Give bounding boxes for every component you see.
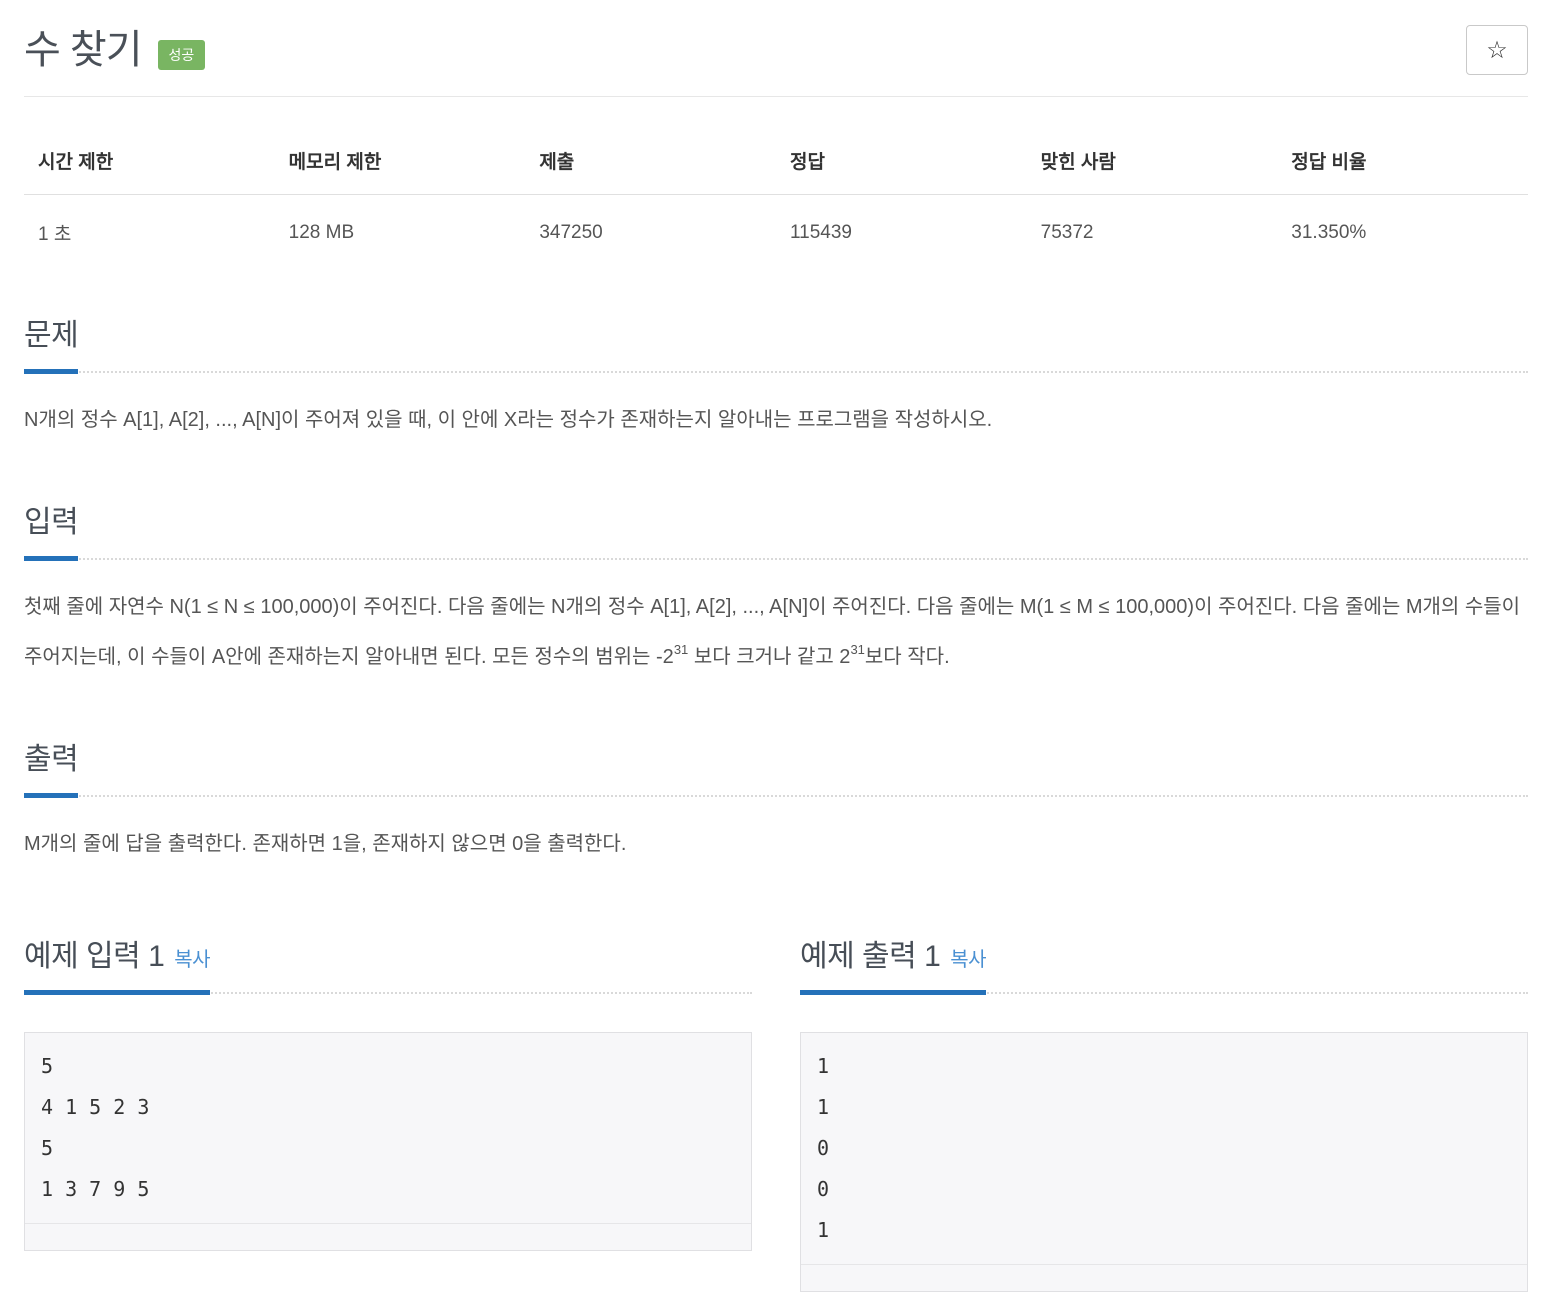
sample-input-footer (25, 1224, 751, 1250)
sample-input-heading: 예제 입력 1 복사 (24, 931, 211, 995)
section-problem-head: 문제 (24, 310, 1528, 374)
sample-input-head: 예제 입력 1 복사 (24, 931, 752, 995)
sample-output-head: 예제 출력 1 복사 (800, 931, 1528, 995)
stats-table: 시간 제한 메모리 제한 제출 정답 맞힌 사람 정답 비율 1 초 128 M… (24, 137, 1528, 258)
bookmark-button[interactable]: ☆ (1466, 25, 1528, 75)
sample-output-copy-link[interactable]: 복사 (950, 949, 987, 971)
input-superscript-2: 31 (850, 642, 865, 658)
input-description-text: 첫째 줄에 자연수 N(1 ≤ N ≤ 100,000)이 주어진다. 다음 줄… (24, 582, 1528, 682)
sample-output-title: 예제 출력 1 (800, 940, 941, 973)
output-description-text: M개의 줄에 답을 출력한다. 존재하면 1을, 존재하지 않으면 0을 출력한… (24, 833, 627, 855)
sample-output-footer (801, 1265, 1527, 1291)
page-title: 수 찾기 (24, 28, 143, 72)
sample-input-copy-link[interactable]: 복사 (174, 949, 211, 971)
stats-value-submissions: 347250 (539, 221, 603, 243)
input-text-part3: 보다 작다. (864, 646, 950, 668)
stats-value-memory-limit: 128 MB (288, 221, 355, 243)
section-input: 입력 첫째 줄에 자연수 N(1 ≤ N ≤ 100,000)이 주어진다. 다… (24, 497, 1528, 682)
stats-value-solvers: 75372 (1040, 221, 1094, 243)
stats-header-submissions: 제출 (525, 137, 776, 195)
stats-header-memory-limit: 메모리 제한 (274, 137, 526, 195)
page-header: 수 찾기 성공 ☆ (24, 0, 1528, 97)
input-text-part1: 첫째 줄에 자연수 N(1 ≤ N ≤ 100,000)이 주어진다. 다음 줄… (24, 596, 1521, 668)
section-output-title: 출력 (24, 734, 79, 798)
samples-area: 예제 입력 1 복사 5 4 1 5 2 3 5 1 3 7 9 5 예제 출력 … (24, 931, 1528, 1292)
section-problem: 문제 N개의 정수 A[1], A[2], ..., A[N]이 주어져 있을 … (24, 310, 1528, 445)
stats-value-accepted: 115439 (789, 221, 852, 243)
sample-output-data: 1 1 0 0 1 (801, 1033, 1527, 1265)
input-text-part2: 보다 크거나 같고 2 (688, 646, 851, 668)
title-wrap: 수 찾기 성공 (24, 24, 206, 76)
sample-input-title: 예제 입력 1 (24, 940, 165, 973)
stats-table-body: 1 초 128 MB 347250 115439 75372 31.350% (24, 195, 1528, 259)
status-badge: 성공 (157, 40, 206, 70)
section-input-title: 입력 (24, 497, 79, 561)
stats-header-solvers: 맞힌 사람 (1026, 137, 1278, 195)
stats-value-row: 1 초 128 MB 347250 115439 75372 31.350% (24, 195, 1528, 259)
section-input-head: 입력 (24, 497, 1528, 561)
section-output-head: 출력 (24, 734, 1528, 798)
sample-input-column: 예제 입력 1 복사 5 4 1 5 2 3 5 1 3 7 9 5 (24, 931, 752, 1292)
star-icon: ☆ (1486, 36, 1508, 64)
stats-value-time-limit: 1 초 (38, 224, 72, 245)
stats-value-ratio: 31.350% (1291, 221, 1367, 243)
sample-output-heading: 예제 출력 1 복사 (800, 931, 987, 995)
stats-header-accepted: 정답 (775, 137, 1027, 195)
sample-input-data: 5 4 1 5 2 3 5 1 3 7 9 5 (25, 1033, 751, 1224)
sample-output-column: 예제 출력 1 복사 1 1 0 0 1 (800, 931, 1528, 1292)
problem-description-text: N개의 정수 A[1], A[2], ..., A[N]이 주어져 있을 때, … (24, 409, 993, 431)
stats-header-ratio: 정답 비율 (1277, 137, 1528, 195)
section-problem-title: 문제 (24, 310, 79, 374)
sample-output-block: 1 1 0 0 1 (800, 1032, 1528, 1292)
stats-header-row: 시간 제한 메모리 제한 제출 정답 맞힌 사람 정답 비율 (24, 137, 1528, 195)
section-output: 출력 M개의 줄에 답을 출력한다. 존재하면 1을, 존재하지 않으면 0을 … (24, 734, 1528, 869)
stats-header-time-limit: 시간 제한 (24, 137, 275, 195)
stats-table-head: 시간 제한 메모리 제한 제출 정답 맞힌 사람 정답 비율 (24, 137, 1528, 195)
sample-input-block: 5 4 1 5 2 3 5 1 3 7 9 5 (24, 1032, 752, 1251)
input-superscript-1: 31 (673, 642, 689, 658)
